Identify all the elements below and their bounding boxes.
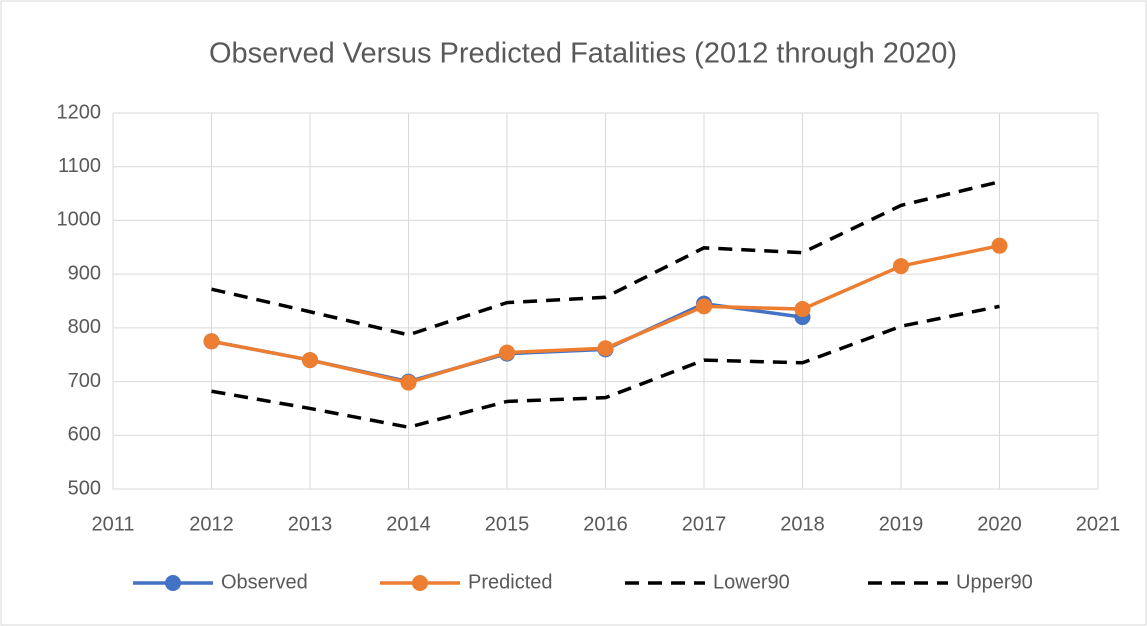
data-point (400, 374, 417, 391)
x-tick-label: 2011 (91, 513, 134, 535)
x-tick-label: 2021 (1076, 513, 1121, 535)
data-point (696, 298, 712, 315)
legend-label: Predicted (468, 571, 553, 593)
x-tick-label: 2016 (583, 513, 628, 535)
y-tick-label: 900 (68, 262, 101, 284)
x-tick-label: 2015 (485, 513, 530, 535)
legend-label: Observed (221, 571, 308, 593)
y-tick-label: 500 (68, 477, 101, 499)
x-tick-label: 2019 (879, 513, 924, 535)
y-tick-label: 700 (68, 370, 101, 392)
x-tick-label: 2020 (977, 513, 1022, 535)
y-tick-label: 1200 (57, 101, 102, 123)
legend-marker (165, 575, 181, 591)
data-point (597, 340, 614, 357)
y-tick-label: 600 (68, 424, 101, 446)
data-point (991, 237, 1008, 254)
x-tick-label: 2018 (780, 513, 825, 535)
chart-title: Observed Versus Predicted Fatalities (20… (209, 38, 957, 70)
x-tick-label: 2012 (189, 513, 234, 535)
x-tick-label: 2017 (682, 513, 727, 535)
data-point (302, 352, 318, 369)
data-point (893, 258, 909, 275)
data-point (203, 333, 220, 350)
x-tick-label: 2014 (386, 513, 431, 535)
data-point (499, 344, 515, 361)
legend-label: Lower90 (713, 571, 790, 593)
data-point (794, 301, 811, 318)
y-tick-label: 1000 (57, 209, 102, 231)
x-tick-label: 2013 (288, 513, 333, 535)
y-tick-label: 800 (68, 316, 101, 338)
legend-marker (412, 575, 428, 591)
series-line (211, 304, 1000, 430)
series-line (211, 180, 1000, 337)
legend-label: Upper90 (956, 571, 1033, 593)
y-tick-label: 1100 (58, 155, 101, 177)
